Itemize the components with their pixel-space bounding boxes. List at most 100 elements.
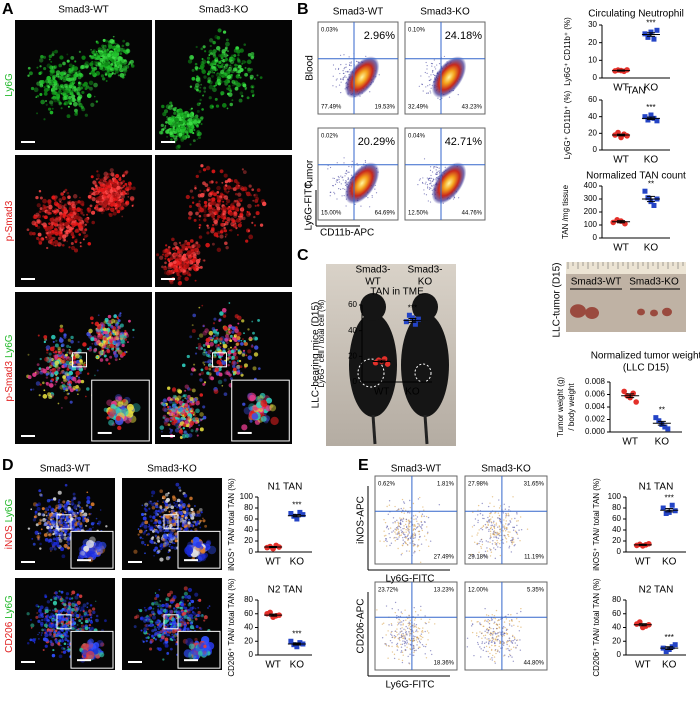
cell (74, 353, 80, 359)
cell (69, 82, 72, 85)
cell (126, 403, 134, 411)
cell (97, 551, 101, 556)
micrograph (155, 20, 292, 150)
cell (110, 343, 115, 349)
cell (212, 322, 216, 325)
cell (233, 367, 237, 372)
cell (67, 507, 72, 511)
cell (163, 248, 169, 254)
cell (199, 427, 204, 432)
cell (178, 486, 181, 490)
cell (37, 533, 40, 535)
cell (167, 258, 170, 261)
cell (228, 218, 230, 220)
cell (234, 86, 239, 91)
event (429, 183, 431, 185)
cell (130, 63, 133, 66)
cell (200, 116, 204, 120)
cell (124, 182, 128, 186)
cell (110, 70, 113, 73)
cell (48, 498, 52, 502)
cell (91, 197, 96, 202)
cell (67, 338, 71, 342)
cell (109, 67, 113, 71)
cell (122, 66, 128, 71)
cell (64, 222, 69, 227)
cell (61, 243, 65, 247)
cell (97, 329, 101, 333)
cell (178, 132, 183, 137)
cell (63, 533, 67, 537)
cell (246, 59, 252, 65)
cell (56, 85, 61, 90)
cell (168, 119, 172, 124)
cell (236, 202, 241, 207)
cell (38, 521, 42, 526)
cell (64, 89, 70, 94)
cell (131, 186, 136, 191)
cell (70, 90, 73, 93)
cell (169, 280, 174, 285)
cell (235, 46, 239, 50)
cell (118, 199, 121, 202)
cell (214, 354, 217, 357)
cell (91, 342, 94, 345)
cell (182, 263, 186, 267)
cell (182, 253, 187, 258)
cell (211, 71, 214, 74)
event (425, 194, 428, 196)
cell (56, 530, 59, 533)
cell (228, 70, 231, 74)
event (430, 183, 432, 185)
cell (51, 107, 54, 110)
cell (37, 512, 41, 516)
cell (219, 342, 222, 345)
cell (38, 210, 42, 214)
cell (251, 188, 255, 192)
cell (113, 314, 117, 319)
cell (39, 519, 43, 522)
event (345, 182, 348, 184)
cell (76, 512, 79, 514)
cell (191, 201, 195, 204)
cell (108, 333, 112, 336)
cell (43, 86, 46, 89)
cell (228, 331, 231, 333)
event (340, 92, 342, 94)
cell (221, 384, 224, 387)
cell (59, 222, 64, 228)
cell (216, 212, 219, 216)
cell (57, 348, 62, 353)
cell (163, 408, 168, 413)
cell (206, 371, 210, 375)
cell (250, 85, 254, 89)
event (342, 78, 344, 80)
event (344, 67, 346, 69)
cell (219, 345, 222, 349)
cell (219, 234, 224, 239)
cell (57, 501, 60, 504)
cell (228, 360, 231, 363)
cell (65, 216, 71, 222)
cell (59, 371, 63, 374)
cell (174, 257, 178, 260)
cell (211, 217, 216, 221)
cell (123, 65, 126, 67)
cell (46, 87, 50, 91)
cell (30, 86, 35, 91)
cell (202, 344, 206, 347)
cell (101, 57, 104, 60)
cell (188, 216, 192, 220)
cell (179, 116, 182, 120)
cell (111, 39, 115, 43)
cell (80, 506, 84, 510)
cell (94, 204, 99, 208)
cell (203, 259, 206, 262)
cell (247, 68, 252, 73)
event (369, 91, 371, 93)
cell (31, 220, 37, 226)
cell (121, 75, 125, 79)
cell (96, 369, 99, 372)
event (427, 186, 429, 188)
cell (60, 107, 63, 110)
